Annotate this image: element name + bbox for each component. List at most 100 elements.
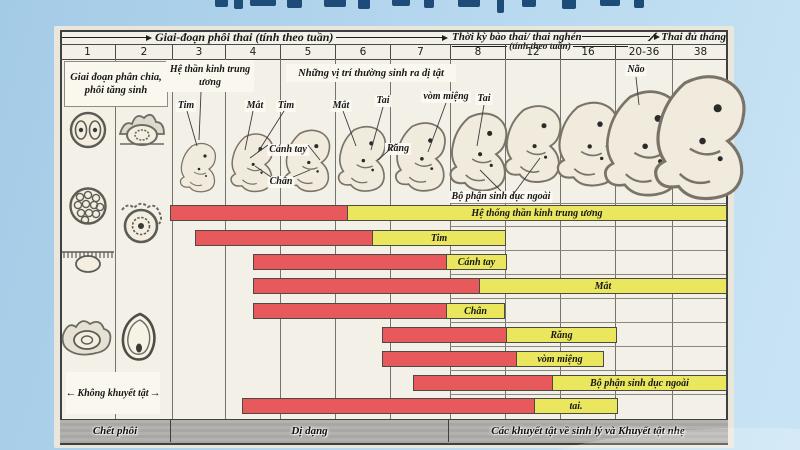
bar-label: Hệ thống thần kinh trung ương bbox=[471, 207, 603, 219]
organ-label-r-ng: Răng bbox=[384, 143, 412, 155]
column-line bbox=[560, 59, 561, 419]
week-label-20-36: 20-36 bbox=[615, 45, 672, 59]
organ-label-tai: Tai bbox=[475, 93, 493, 105]
bar-label: Bộ phận sinh dục ngoài bbox=[590, 377, 689, 389]
embryo-in-amniotic-sac-icon bbox=[118, 312, 162, 364]
row-line bbox=[450, 250, 726, 251]
week-label-5: 5 bbox=[280, 45, 335, 59]
row-line bbox=[450, 322, 726, 323]
bar-label: Chân bbox=[464, 305, 487, 317]
cropped-letter-fragment bbox=[424, 0, 434, 8]
header-embryonic-period: Giai-đoạn phôi thai (tính theo tuần) bbox=[62, 30, 448, 44]
bar-label: Cánh tay bbox=[457, 256, 496, 268]
week-label-6: 6 bbox=[335, 45, 390, 59]
bar-yellow-6: Răng bbox=[506, 327, 617, 343]
no-defect-box: ← Không khuyết tật → bbox=[65, 372, 161, 414]
organ-label-c-nh-tay: Cánh tay bbox=[267, 144, 309, 156]
row-line bbox=[450, 370, 726, 371]
cropped-letter-fragment bbox=[458, 0, 480, 7]
row-line bbox=[450, 394, 726, 395]
row-line bbox=[450, 274, 726, 275]
cropped-letter-fragment bbox=[250, 0, 276, 6]
arrow-line bbox=[336, 37, 442, 38]
bar-yellow-7: vòm miệng bbox=[516, 351, 604, 367]
footer-section-3: Các khuyết tật về sinh lý và Khuyết tật … bbox=[448, 420, 727, 442]
week-label-1: 1 bbox=[84, 46, 91, 58]
week-label-3: 3 bbox=[172, 45, 225, 59]
cropped-letter-fragment bbox=[392, 0, 410, 6]
bar-yellow-2: Tim bbox=[372, 230, 506, 246]
column-line bbox=[615, 59, 616, 419]
defect-sites-box: Những vị trí thường sinh ra dị tật bbox=[286, 64, 456, 82]
bar-yellow-5: Chân bbox=[446, 303, 505, 319]
cropped-letter-fragment bbox=[522, 0, 536, 7]
week-label-16: 16 bbox=[560, 45, 615, 59]
bar-yellow-3: Cánh tay bbox=[446, 254, 507, 270]
footer-section-1: Chết phôi bbox=[92, 425, 138, 437]
left-arrow-icon: ← bbox=[65, 387, 77, 399]
arrow-line bbox=[581, 36, 651, 37]
header-fetal-period-line2: (tính theo tuần) bbox=[452, 41, 628, 52]
cns-label-box: Hệ thần kinh trung ương bbox=[166, 60, 254, 92]
week-label-12: 12 bbox=[505, 45, 560, 59]
bar-yellow-4: Mắt bbox=[479, 278, 727, 294]
cropped-letter-fragment bbox=[634, 0, 644, 8]
bar-yellow-9: tai. bbox=[534, 398, 618, 414]
column-line bbox=[115, 59, 116, 419]
bar-label: tai. bbox=[569, 400, 583, 412]
week-label-7: 7 bbox=[390, 45, 450, 59]
organ-label-b-ph-n-sinh-d-c-ngo-i: Bộ phận sinh dục ngoài bbox=[449, 191, 553, 203]
footer-section-2: Dị dạng bbox=[170, 420, 448, 442]
right-arrowhead-icon bbox=[654, 33, 661, 40]
bar-yellow-1: Hệ thống thần kinh trung ương bbox=[347, 205, 727, 221]
bar-label: Răng bbox=[550, 329, 573, 341]
fetal-period-units-label: (tính theo tuần) bbox=[509, 41, 571, 52]
organ-label-tai: Tai bbox=[374, 95, 392, 107]
cns-label: Hệ thần kinh trung ương bbox=[169, 64, 251, 88]
cropped-letter-fragment bbox=[358, 0, 370, 9]
organ-label-v-m-mi-ng: vòm miệng bbox=[421, 91, 471, 103]
embryonic-period-label: Giai-đoạn phôi thai (tính theo tuần) bbox=[155, 30, 334, 44]
arrow-line bbox=[452, 46, 508, 47]
column-line bbox=[672, 59, 673, 419]
morula-icon bbox=[68, 185, 108, 227]
cropped-letter-fragment bbox=[600, 0, 620, 6]
full-term-label: Thai đủ tháng bbox=[661, 30, 726, 43]
row-line bbox=[450, 226, 726, 227]
cropped-letter-fragment bbox=[234, 0, 243, 9]
row-line bbox=[450, 203, 726, 204]
implanted-blastocyst-icon bbox=[118, 200, 164, 246]
week-numbers-row: 1 2 3 4 5 6 7 8 12 16 20-36 38 bbox=[60, 44, 728, 60]
right-arrow-icon: → bbox=[149, 387, 161, 399]
organ-label-n-o: Não bbox=[625, 64, 647, 76]
bar-yellow-8: Bộ phận sinh dục ngoài bbox=[552, 375, 727, 391]
week-label-8: 8 bbox=[450, 45, 505, 59]
right-arrowhead-icon bbox=[146, 34, 152, 41]
cropped-letter-fragment bbox=[287, 0, 302, 8]
fetal-period-label: Thời kỳ bào thai/ thai nghén bbox=[452, 30, 582, 43]
bar-label: Mắt bbox=[594, 280, 612, 292]
arrow-line bbox=[62, 37, 146, 38]
week-label-38: 38 bbox=[672, 45, 728, 59]
embryo-figure-week-3 bbox=[177, 141, 219, 193]
bar-label: Tim bbox=[430, 232, 448, 244]
week-label-4: 4 bbox=[225, 45, 280, 59]
cropped-letter-fragment bbox=[497, 0, 504, 13]
cropped-letter-fragment bbox=[215, 0, 228, 7]
organ-label-ch-n: Chân bbox=[267, 176, 295, 188]
organ-label-tim: Tim bbox=[175, 100, 197, 112]
organ-label-tim: Tim bbox=[275, 100, 297, 112]
no-defect-label: Không khuyết tật bbox=[77, 387, 149, 399]
row-line bbox=[450, 346, 726, 347]
cleavage-stage-label: Giai đoạn phân chia, phôi tăng sinh bbox=[70, 72, 162, 96]
header-fetal-period: Thời kỳ bào thai/ thai nghén ∕∕ Thai đủ … bbox=[452, 30, 726, 44]
cropped-letter-fragment bbox=[324, 0, 346, 7]
two-cell-embryo-icon bbox=[68, 110, 108, 150]
embryo-figure-week-38 bbox=[647, 70, 753, 202]
bar-label: vòm miệng bbox=[537, 353, 583, 365]
right-arrowhead-icon bbox=[442, 34, 448, 41]
implanted-embryo-icon bbox=[60, 315, 114, 357]
